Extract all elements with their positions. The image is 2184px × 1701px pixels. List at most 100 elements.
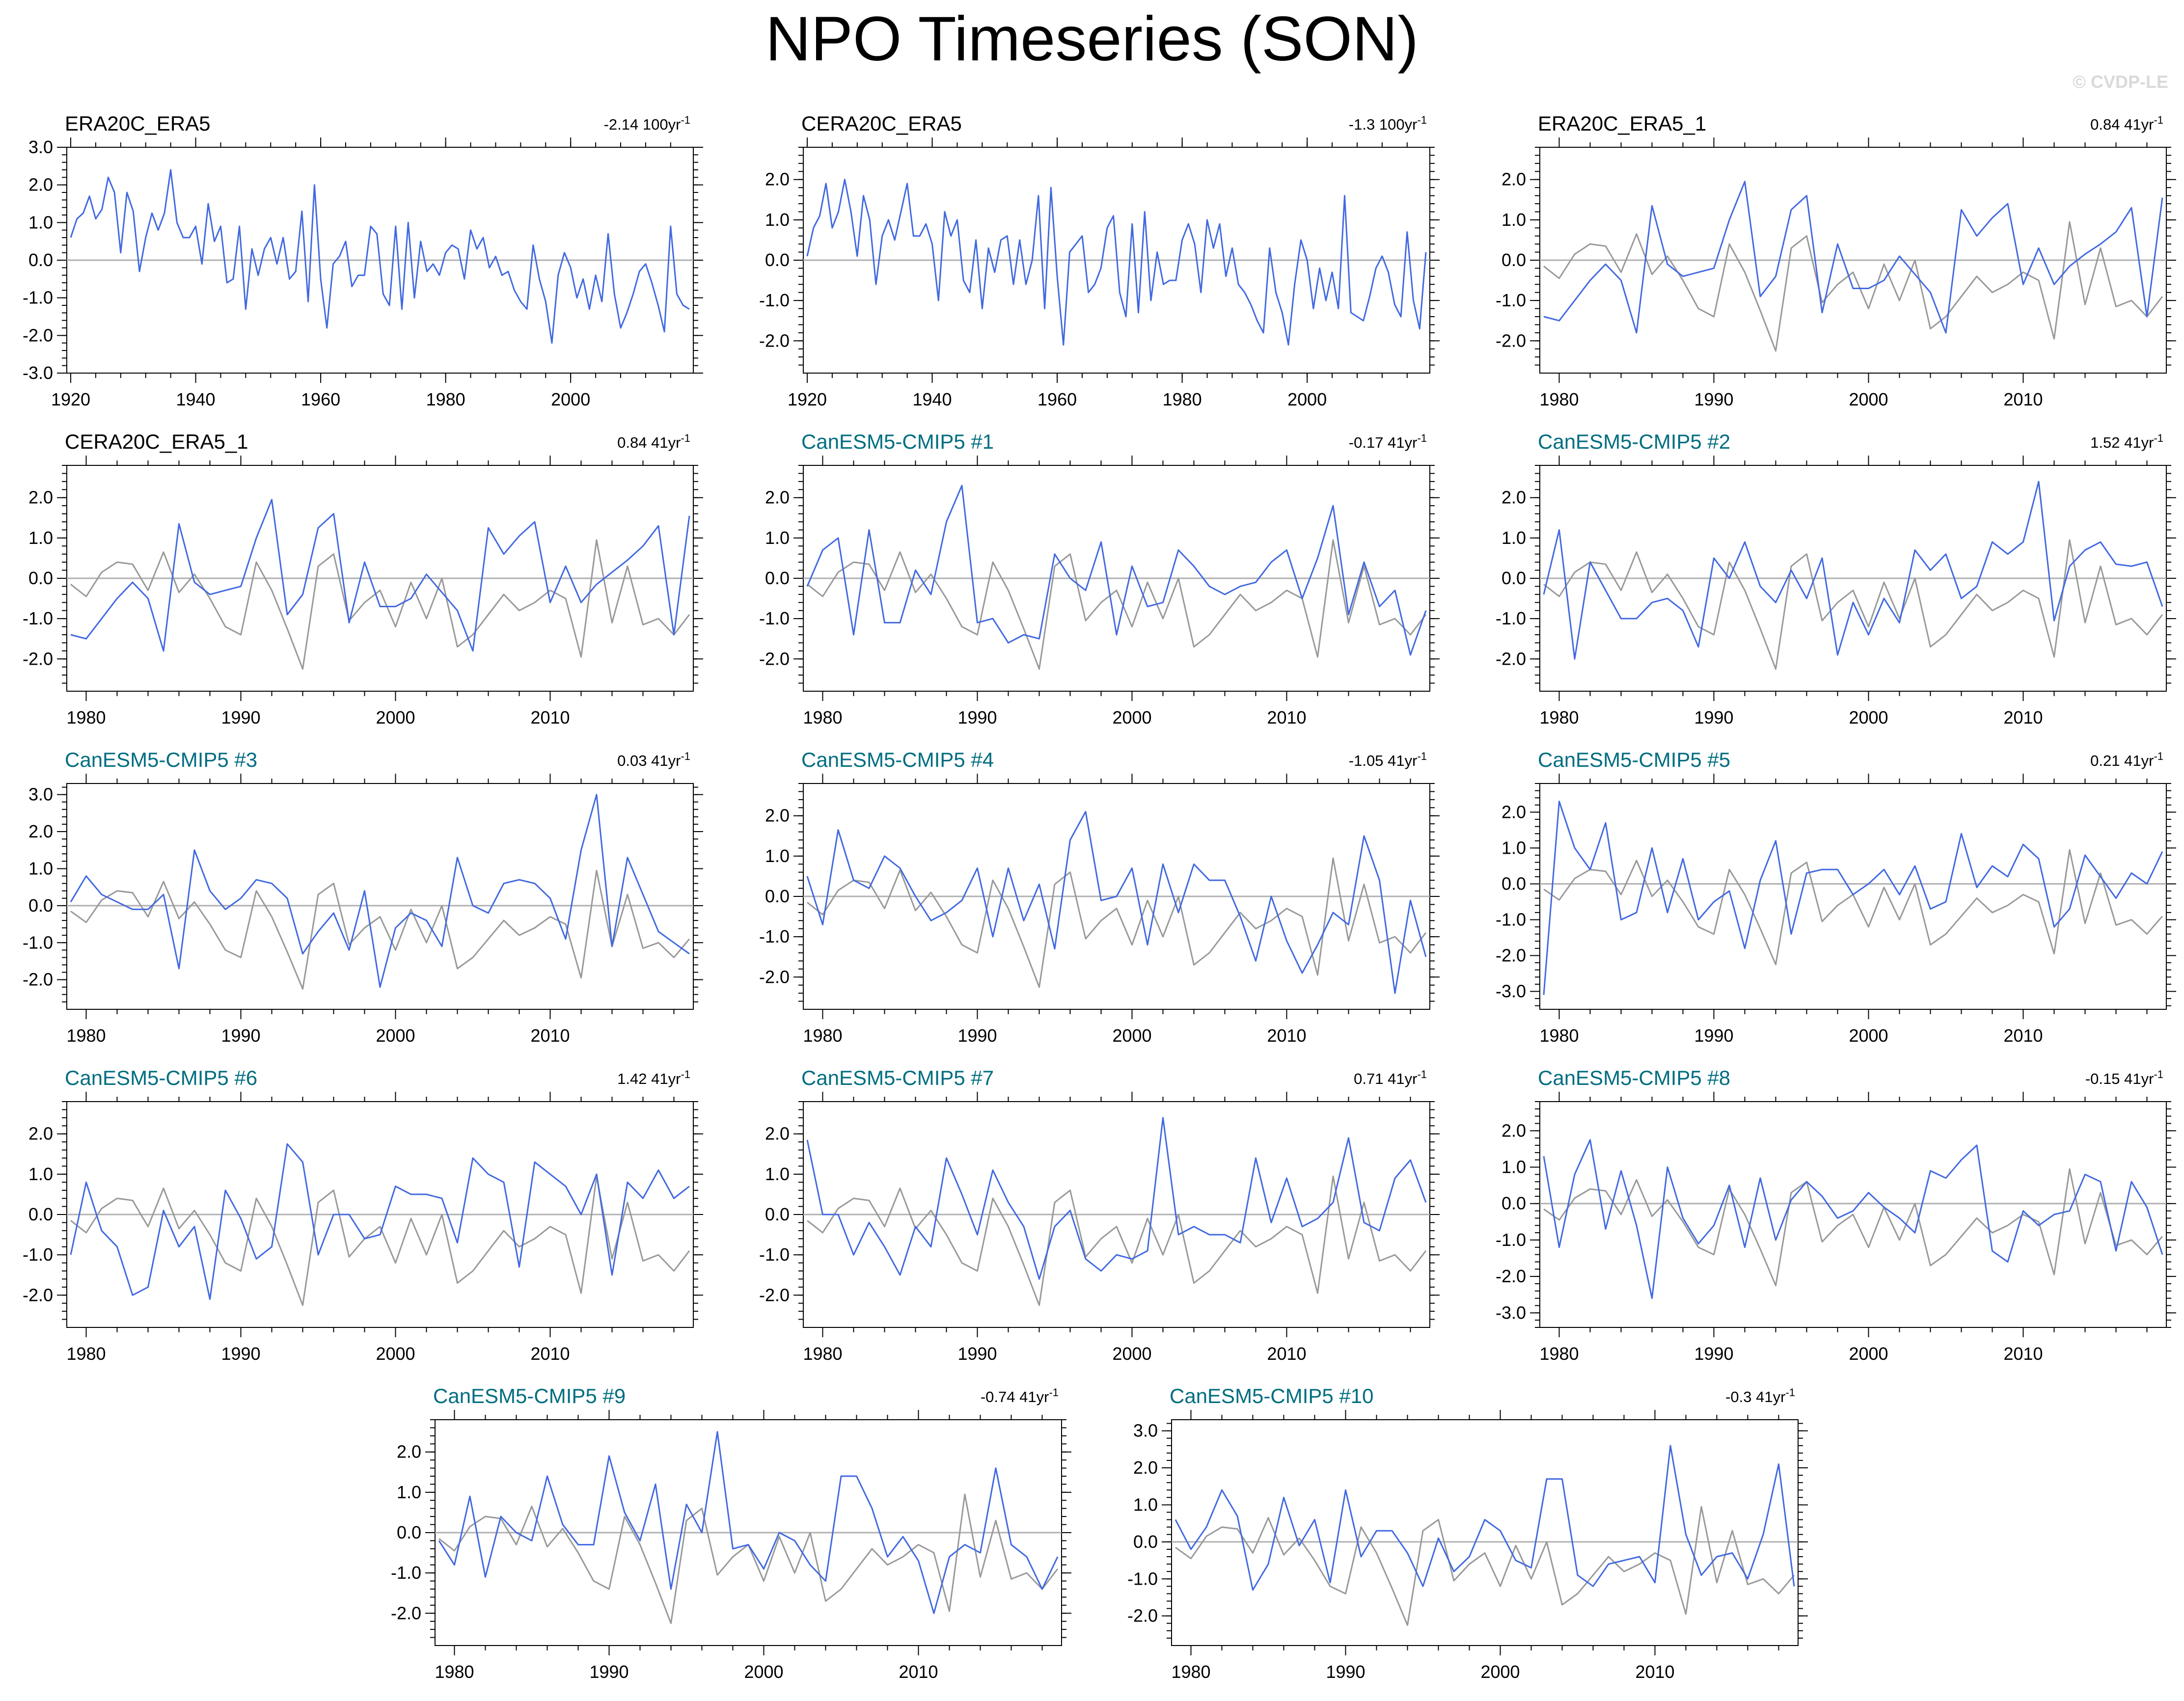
y-tick-label: -2.0 [391,1603,421,1623]
x-tick-label: 1980 [1163,389,1202,409]
axis-ticks [793,1092,1440,1337]
y-tick-label: -1.0 [759,290,790,310]
y-tick-label: -1.0 [1496,909,1526,929]
y-tick-label: 0.0 [397,1522,421,1542]
axis-ticks [425,1410,1071,1655]
y-tick-label: -2.0 [23,648,53,669]
x-tick-label: 1940 [176,389,215,409]
trend-label: 0.84 41yr-1 [2090,114,2163,133]
y-tick-label: -2.0 [1496,945,1526,965]
x-tick-label: 1980 [66,707,106,728]
panel-title: CanESM5-CMIP5 #3 [65,748,257,771]
panel-series-line [70,169,690,344]
y-tick-label: 0.0 [1502,873,1526,893]
trend-label: -1.05 41yr-1 [1349,750,1427,769]
panel-series-line [806,179,1427,346]
trend-label: 0.03 41yr-1 [617,750,690,769]
obs-series-line [807,857,1427,988]
y-tick-label: -1.0 [1496,1230,1526,1250]
x-tick-label: 1990 [589,1662,628,1682]
panel-title: CanESM5-CMIP5 #4 [801,748,994,771]
x-tick-label: 1980 [1539,389,1579,409]
panel-series-line [806,811,1427,994]
panel-series-line [70,1143,690,1300]
panel-series-line [1543,481,2163,660]
trend-label: 1.52 41yr-1 [2090,432,2163,451]
x-tick-label: 2010 [530,707,570,728]
panel-title: ERA20C_ERA5_1 [1538,112,1706,135]
y-tick-label: 0.0 [1502,1193,1526,1214]
y-tick-label: 1.0 [765,528,790,548]
y-tick-label: -1.0 [1496,608,1526,628]
panel-13: -2.0 -1.0 0.0 1.0 2.0 1980 1990 2000 2010 CanESM5… [391,1384,1071,1682]
axis-ticks [1162,1410,1808,1655]
y-tick-label: -2.0 [23,1285,53,1305]
y-tick-label: -2.0 [23,970,53,990]
y-tick-label: 2.0 [28,821,53,841]
x-tick-label: 2000 [1112,707,1151,728]
panel-series-line [70,499,690,652]
y-tick-label: 3.0 [28,137,53,157]
y-tick-label: -3.0 [23,363,53,383]
y-tick-label: 0.0 [1133,1532,1158,1552]
y-tick-label: 0.0 [28,1204,53,1224]
panel-title: ERA20C_ERA5 [65,112,210,135]
panel-11: -2.0 -1.0 0.0 1.0 2.0 1980 1990 2000 2010 CanESM5… [759,1066,1440,1364]
panel-series-line [438,1431,1059,1614]
x-tick-label: 1980 [1539,1344,1579,1364]
x-tick-label: 1980 [66,1026,106,1046]
axis-ticks [1530,774,2176,1019]
y-tick-label: 1.0 [765,1164,790,1184]
axis-ticks [793,774,1440,1019]
x-tick-label: 1920 [788,389,827,409]
panel-8: -2.0 -1.0 0.0 1.0 2.0 1980 1990 2000 2010 CanESM5… [759,748,1440,1046]
x-tick-label: 1980 [803,707,842,728]
obs-series-line [1543,539,2163,670]
panel-12: -3.0 -2.0 -1.0 0.0 1.0 2.0 1980 1990 2000 2010 Can… [1496,1066,2176,1364]
y-tick-label: -1.0 [759,608,790,628]
y-tick-label: -2.0 [1127,1606,1158,1626]
y-tick-label: -2.0 [1496,648,1526,669]
panel-series-line [70,794,690,988]
y-tick-label: 0.0 [765,250,790,270]
plot-frame [1539,783,2167,1010]
x-tick-label: 2000 [744,1662,783,1682]
y-tick-label: -1.0 [759,1244,790,1265]
x-tick-label: 1980 [66,1344,106,1364]
y-tick-label: 2.0 [28,487,53,508]
panel-9: -3.0 -2.0 -1.0 0.0 1.0 2.0 1980 1990 2000 2010 Can… [1496,748,2176,1046]
y-tick-label: 2.0 [28,1124,53,1144]
y-tick-label: 1.0 [765,210,790,230]
y-tick-label: 1.0 [1502,210,1526,230]
y-tick-label: -1.0 [23,608,53,628]
y-tick-label: 2.0 [28,175,53,195]
x-tick-label: 1980 [803,1344,842,1364]
x-tick-label: 2000 [1480,1662,1520,1682]
panel-3: -2.0 -1.0 0.0 1.0 2.0 1980 1990 2000 2010 ERA20C_… [1496,112,2176,409]
x-tick-label: 1980 [803,1026,842,1046]
x-tick-label: 2010 [1635,1662,1674,1682]
y-tick-label: 1.0 [28,528,53,548]
axis-ticks [57,774,703,1019]
x-tick-label: 2000 [1112,1026,1151,1046]
x-tick-label: 2010 [2003,707,2043,728]
panel-series-line [806,485,1427,656]
panel-10: -2.0 -1.0 0.0 1.0 2.0 1980 1990 2000 2010 CanESM5… [23,1066,703,1364]
axis-ticks [793,137,1440,383]
x-tick-label: 1960 [1037,389,1077,409]
x-tick-label: 2010 [1267,707,1306,728]
y-tick-label: 1.0 [1502,528,1526,548]
trend-label: 0.21 41yr-1 [2090,750,2163,769]
obs-series-line [807,1175,1427,1306]
y-tick-label: 3.0 [1133,1421,1158,1441]
x-tick-label: 2000 [376,1344,415,1364]
y-tick-label: -1.0 [23,1244,53,1265]
y-tick-label: 2.0 [1502,1120,1526,1140]
x-tick-label: 2000 [376,707,415,728]
axis-ticks [57,1092,703,1337]
x-tick-label: 2000 [1849,707,1888,728]
x-tick-label: 1990 [957,1026,997,1046]
panel-title: CanESM5-CMIP5 #9 [433,1384,626,1407]
obs-series-line [438,1493,1059,1624]
